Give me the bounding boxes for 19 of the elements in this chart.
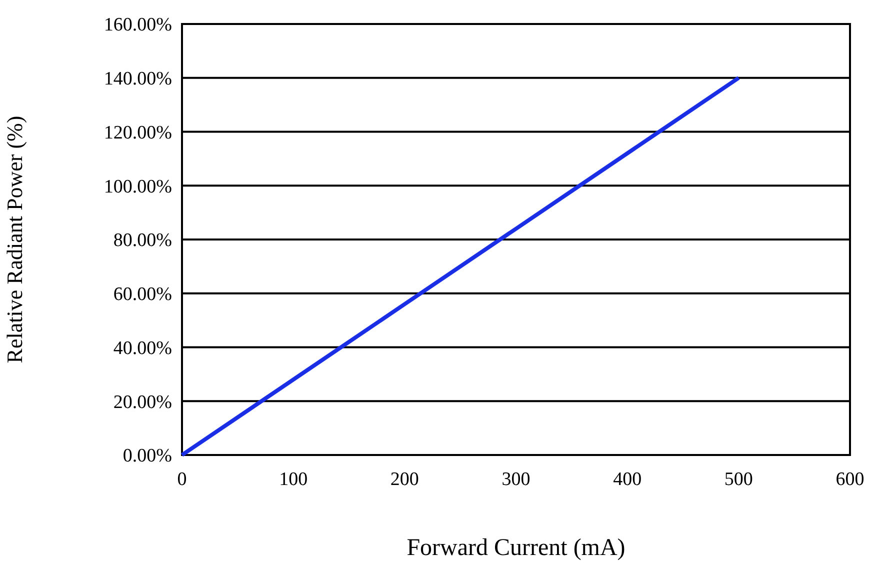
y-tick-label: 80.00%: [113, 230, 172, 252]
x-tick-label: 0: [177, 469, 187, 490]
y-tick-label: 60.00%: [113, 284, 172, 306]
x-tick-label: 300: [502, 469, 530, 490]
x-axis-title: Forward Current (mA): [406, 535, 626, 561]
x-tick-label: 200: [390, 469, 419, 490]
x-tick-label: 100: [279, 469, 308, 490]
line-series: [180, 76, 741, 457]
y-tick-label: 140.00%: [104, 68, 172, 90]
y-tick-label: 160.00%: [104, 14, 172, 36]
y-axis-title: Relative Radiant Power (%): [2, 116, 27, 364]
y-tick-label: 20.00%: [113, 392, 172, 413]
y-tick-label: 120.00%: [104, 122, 172, 144]
y-tick-label: 0.00%: [122, 446, 172, 467]
x-tick-label: 600: [836, 469, 864, 490]
x-tick-label: 400: [613, 469, 642, 490]
y-tick-label: 100.00%: [104, 176, 172, 198]
x-tick-label: 500: [724, 469, 753, 490]
y-tick-label: 40.00%: [113, 338, 172, 359]
